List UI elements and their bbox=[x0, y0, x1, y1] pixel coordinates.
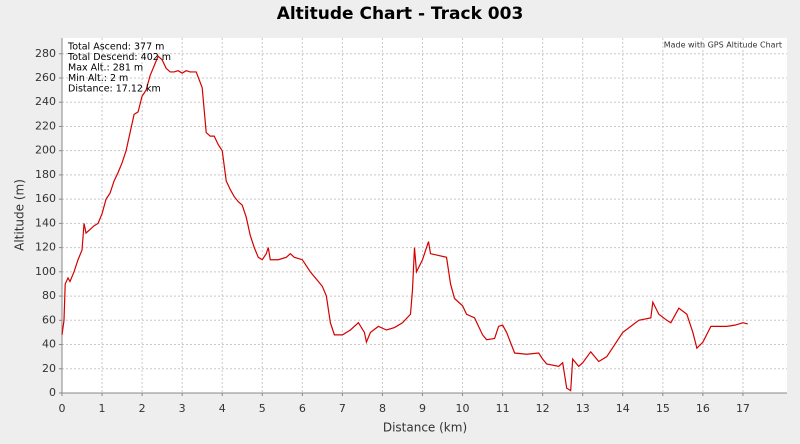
chart-title: Altitude Chart - Track 003 bbox=[277, 4, 524, 24]
x-tick-label: 4 bbox=[219, 402, 226, 415]
y-tick-label: 140 bbox=[35, 216, 56, 229]
y-axis-label: Altitude (m) bbox=[13, 179, 27, 251]
x-tick-label: 5 bbox=[259, 402, 266, 415]
stats-annotation: Min Alt.: 2 m bbox=[68, 73, 128, 84]
x-tick-label: 17 bbox=[736, 402, 750, 415]
x-tick-label: 6 bbox=[299, 402, 306, 415]
x-tick-label: 0 bbox=[59, 402, 66, 415]
stats-annotation: Max Alt.: 281 m bbox=[68, 63, 143, 74]
x-tick-label: 10 bbox=[456, 402, 470, 415]
y-tick-label: 80 bbox=[42, 289, 56, 302]
x-tick-label: 16 bbox=[696, 402, 710, 415]
x-tick-label: 7 bbox=[339, 402, 346, 415]
x-tick-label: 14 bbox=[616, 402, 630, 415]
x-tick-label: 12 bbox=[536, 402, 550, 415]
y-tick-label: 280 bbox=[35, 47, 56, 60]
y-tick-label: 200 bbox=[35, 144, 56, 157]
credit: Made with GPS Altitude Chart bbox=[664, 41, 782, 50]
y-tick-label: 120 bbox=[35, 241, 56, 254]
x-tick-label: 11 bbox=[496, 402, 510, 415]
altitude-line bbox=[61, 55, 748, 392]
x-tick-label: 9 bbox=[419, 402, 426, 415]
y-tick-label: 260 bbox=[35, 71, 56, 84]
x-tick-label: 15 bbox=[656, 402, 670, 415]
y-tick-label: 100 bbox=[35, 265, 56, 278]
x-tick-label: 13 bbox=[576, 402, 590, 415]
stats-annotation: Total Descend: 402 m bbox=[67, 52, 171, 63]
stats-annotation: Distance: 17.12 km bbox=[68, 84, 161, 95]
x-tick-label: 8 bbox=[379, 402, 386, 415]
plot-area bbox=[62, 38, 787, 393]
y-tick-label: 240 bbox=[35, 95, 56, 108]
stats-annotation: Total Ascend: 377 m bbox=[67, 42, 164, 53]
x-tick-label: 2 bbox=[139, 402, 146, 415]
y-tick-label: 0 bbox=[49, 386, 56, 399]
x-tick-label: 3 bbox=[179, 402, 186, 415]
y-tick-label: 160 bbox=[35, 192, 56, 205]
y-tick-label: 60 bbox=[42, 313, 56, 326]
y-tick-label: 220 bbox=[35, 119, 56, 132]
x-axis-label: Distance (km) bbox=[383, 421, 467, 435]
y-tick-label: 20 bbox=[42, 362, 56, 375]
x-tick-label: 1 bbox=[99, 402, 106, 415]
y-tick-label: 180 bbox=[35, 168, 56, 181]
y-tick-label: 40 bbox=[42, 338, 56, 351]
